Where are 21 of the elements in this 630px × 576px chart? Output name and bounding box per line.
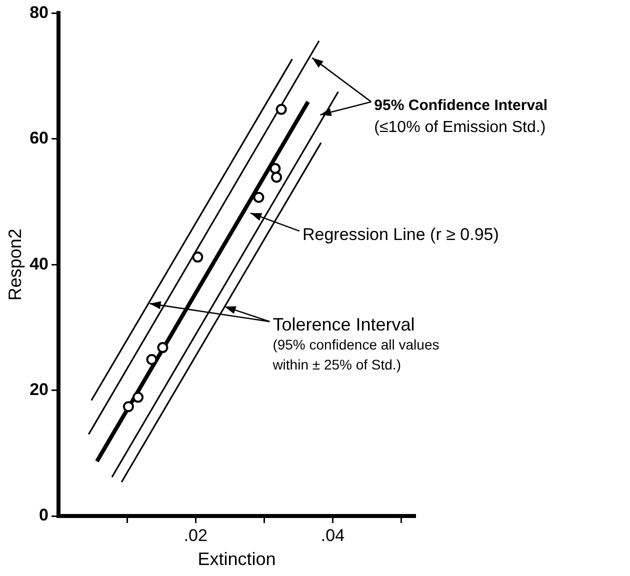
y-tick-label: 80 — [30, 2, 49, 22]
point — [192, 252, 204, 263]
y-tick-label: 40 — [30, 254, 49, 274]
annotation: Tolerence Interval (95% confidence all values within ± 25% of Std.) — [272, 314, 440, 372]
y-tick-label: 60 — [30, 128, 49, 148]
point — [146, 354, 158, 366]
annotation: 95% Confidence Interval (≤10% of Emission Std.) — [374, 96, 548, 136]
annotation: Regression Line (r ≥ 0.95) — [302, 224, 499, 244]
point — [253, 192, 264, 203]
x-axis-title: Extinction — [198, 549, 276, 570]
point — [132, 392, 144, 403]
point — [157, 342, 168, 354]
x-tick-label: .02 — [184, 526, 208, 545]
y-tick-label: 20 — [30, 380, 49, 399]
y-axis-title: Respon2 — [4, 228, 25, 301]
x-tick-label: .04 — [320, 526, 345, 545]
point — [122, 401, 134, 412]
point — [276, 104, 287, 115]
point — [270, 162, 281, 174]
point — [271, 172, 282, 183]
y-tick-label: 0 — [39, 506, 49, 525]
